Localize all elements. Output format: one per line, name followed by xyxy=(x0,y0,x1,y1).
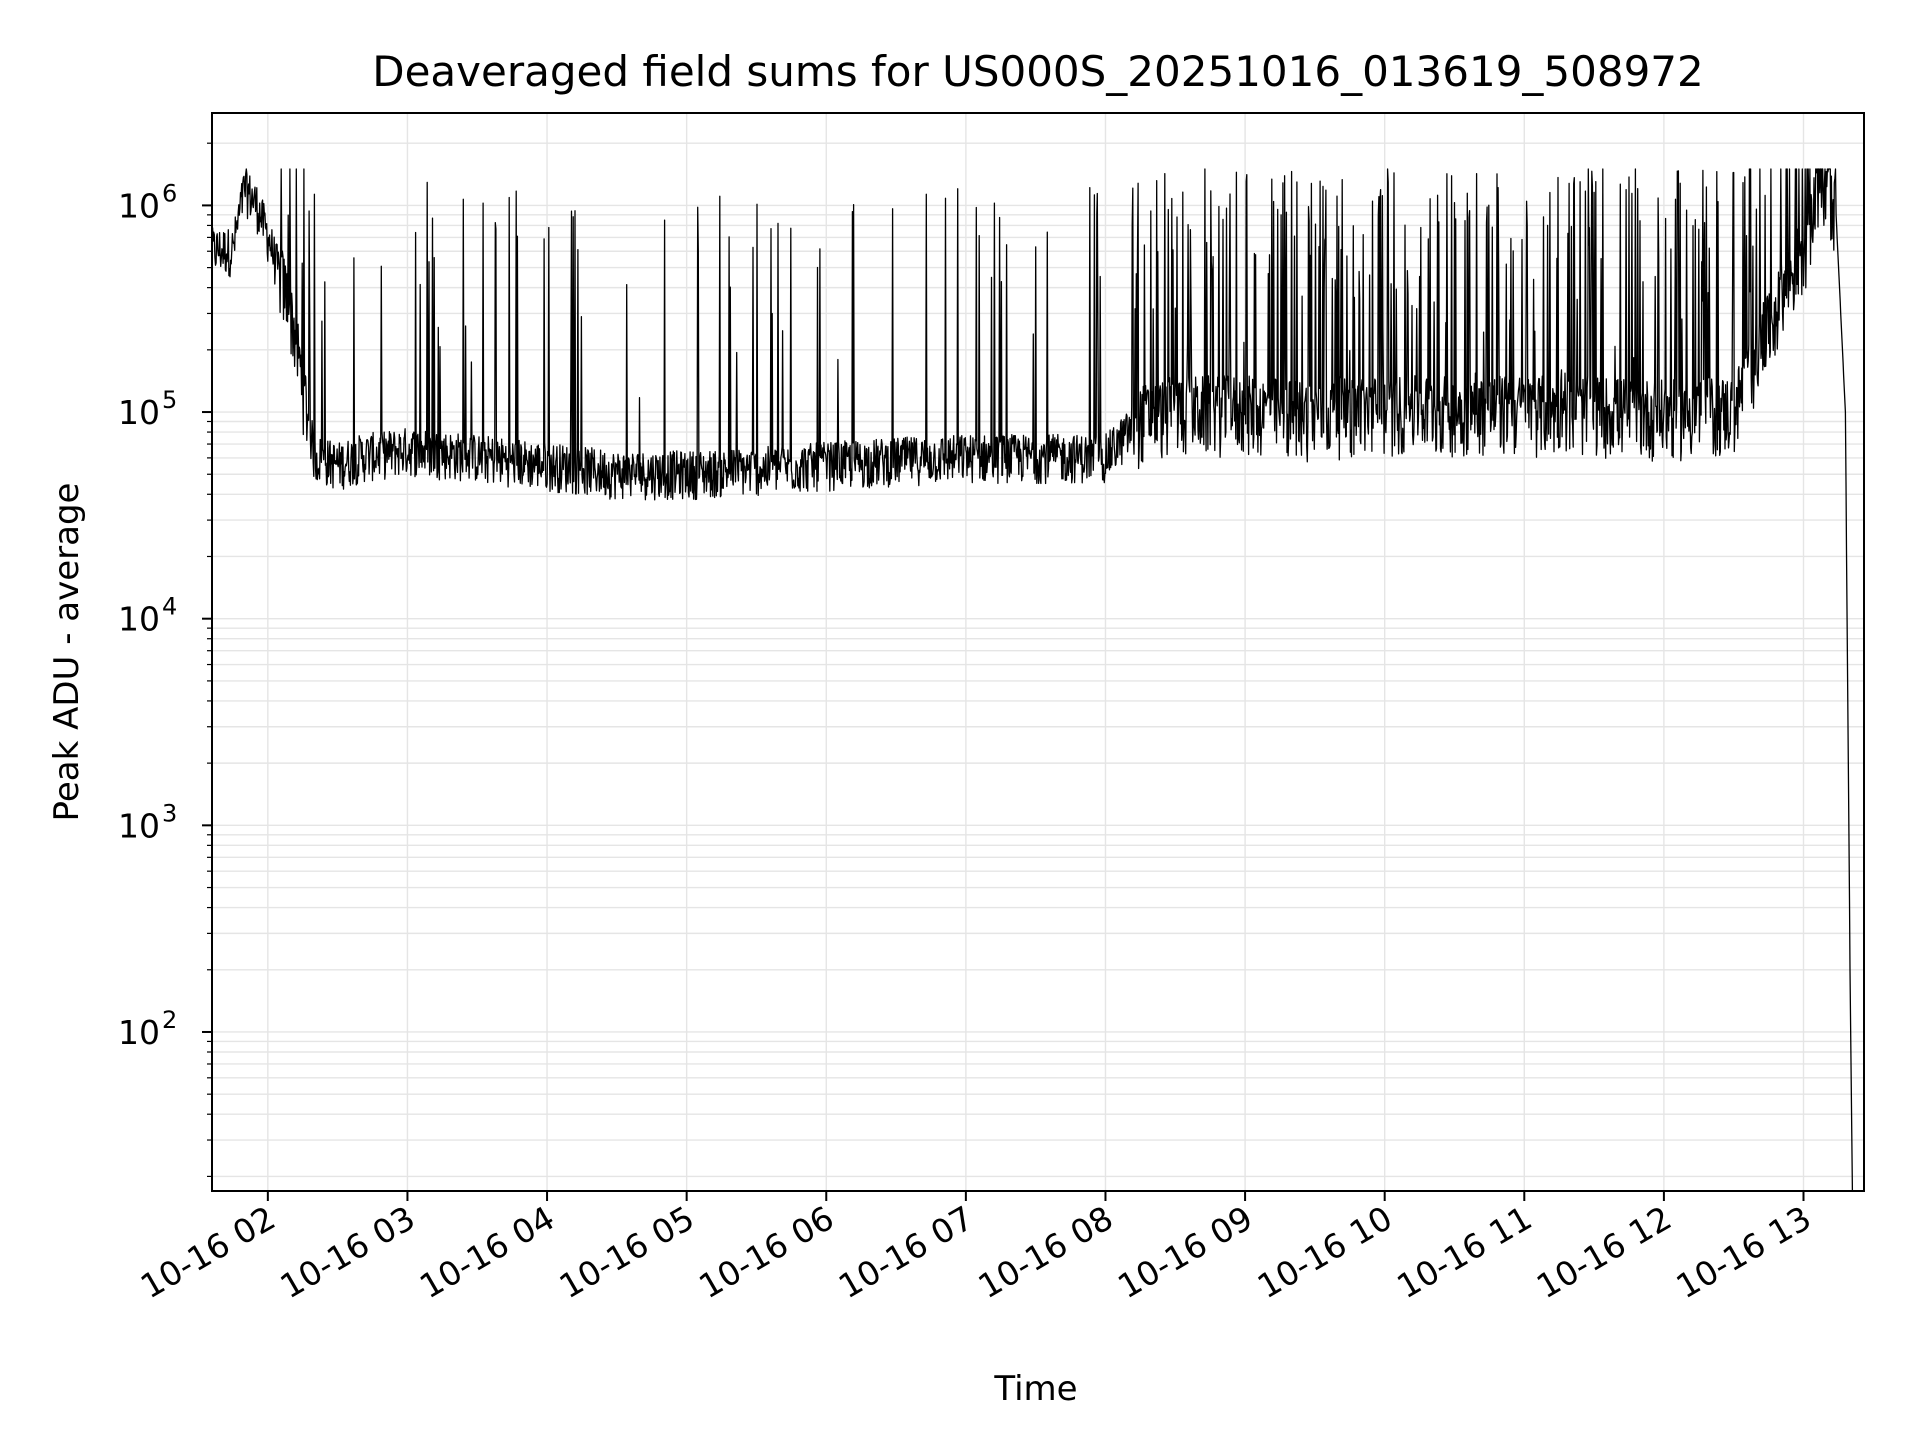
y-tick-exponent: 3 xyxy=(162,799,177,827)
y-tick-label: 10 xyxy=(118,186,160,225)
chart-title: Deaveraged field sums for US000S_2025101… xyxy=(372,47,1704,96)
y-axis-label: Peak ADU - average xyxy=(47,483,87,822)
y-tick-label: 10 xyxy=(118,393,160,432)
x-axis-label: Time xyxy=(993,1369,1077,1409)
plot-area xyxy=(211,112,1865,1192)
y-tick-label: 10 xyxy=(118,806,160,845)
y-tick-exponent: 4 xyxy=(162,593,177,621)
y-tick-label: 10 xyxy=(118,600,160,639)
series-line xyxy=(211,168,1854,1192)
y-tick-label: 10 xyxy=(118,1013,160,1052)
plot-frame xyxy=(211,112,1865,1192)
y-tick-exponent: 6 xyxy=(162,179,177,207)
y-tick-exponent: 2 xyxy=(162,1006,177,1034)
y-tick-exponent: 5 xyxy=(162,386,177,414)
